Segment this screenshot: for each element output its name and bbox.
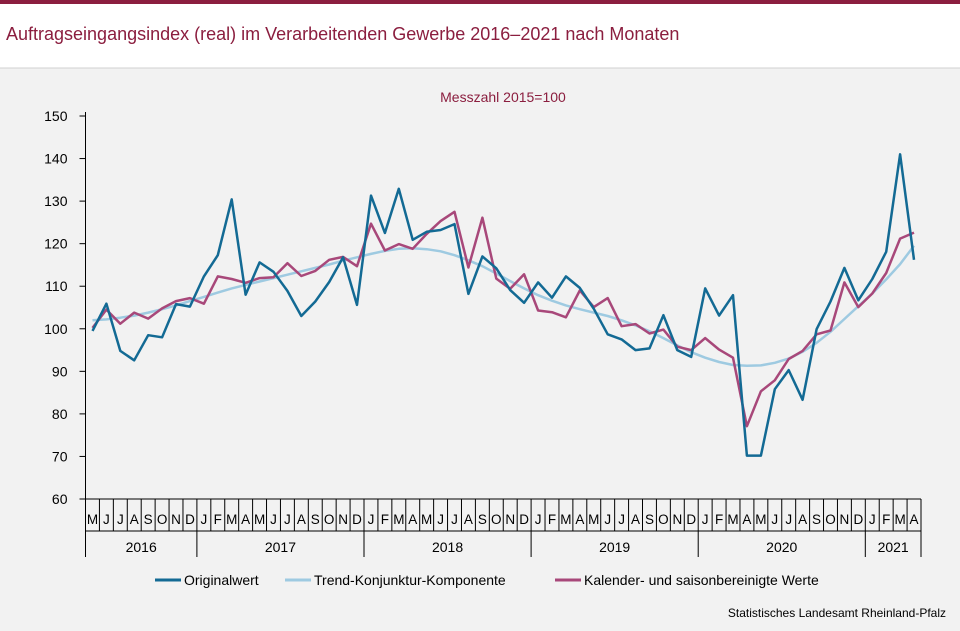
y-tick-label: 130	[44, 193, 68, 209]
legend-original: Originalwert	[155, 572, 259, 588]
x-tick-label: A	[910, 512, 919, 527]
x-tick-label: S	[144, 512, 153, 527]
x-tick-label: M	[254, 512, 265, 527]
series-trend-line	[92, 245, 915, 368]
x-tick-label: F	[882, 512, 890, 527]
x-tick-label: M	[727, 512, 738, 527]
x-tick-label: J	[368, 512, 375, 527]
x-tick-label: J	[451, 512, 458, 527]
x-tick-label: M	[755, 512, 766, 527]
x-tick-label: A	[241, 512, 250, 527]
series-adjusted-line	[91, 210, 915, 428]
x-tick-label: F	[715, 512, 723, 527]
x-year-label: 2016	[126, 539, 157, 555]
x-tick-label: S	[645, 512, 654, 527]
x-tick-label: M	[87, 512, 98, 527]
x-tick-label: A	[297, 512, 306, 527]
x-tick-label: D	[352, 512, 362, 527]
x-tick-label: J	[103, 512, 110, 527]
x-tick-label: A	[742, 512, 751, 527]
series-original-line	[91, 153, 916, 457]
x-year-label: 2021	[878, 539, 909, 555]
top-accent-bar	[0, 0, 960, 4]
header	[0, 4, 960, 68]
legend-label: Originalwert	[184, 572, 259, 588]
x-tick-label: A	[464, 512, 473, 527]
y-tick-label: 60	[52, 491, 68, 507]
x-year-label: 2017	[265, 539, 296, 555]
x-tick-label: N	[840, 512, 850, 527]
legend-adjusted: Kalender- und saisonbereinigte Werte	[555, 572, 819, 588]
x-tick-label: J	[270, 512, 277, 527]
x-tick-label: J	[284, 512, 291, 527]
x-tick-label: F	[214, 512, 222, 527]
x-tick-label: M	[560, 512, 571, 527]
x-tick-label: N	[338, 512, 348, 527]
y-tick-label: 90	[52, 363, 68, 379]
x-year-label: 2020	[766, 539, 797, 555]
y-tick-label: 120	[44, 236, 68, 252]
x-tick-label: O	[491, 512, 502, 527]
x-tick-label: A	[575, 512, 584, 527]
page-title: Auftragseingangsindex (real) im Verarbei…	[6, 24, 680, 44]
x-tick-label: S	[812, 512, 821, 527]
x-tick-label: O	[658, 512, 669, 527]
x-tick-label: S	[478, 512, 487, 527]
x-tick-label: J	[618, 512, 625, 527]
x-tick-label: J	[117, 512, 124, 527]
x-tick-label: N	[171, 512, 181, 527]
x-tick-label: J	[604, 512, 611, 527]
x-tick-label: J	[785, 512, 792, 527]
x-tick-label: J	[200, 512, 207, 527]
x-tick-label: O	[157, 512, 168, 527]
x-year-label: 2019	[599, 539, 630, 555]
x-tick-label: M	[894, 512, 905, 527]
x-tick-label: A	[798, 512, 807, 527]
y-tick-label: 140	[44, 151, 68, 167]
y-tick-label: 100	[44, 321, 68, 337]
legend-label: Trend-Konjunktur-Komponente	[314, 572, 506, 588]
x-tick-label: A	[631, 512, 640, 527]
y-tick-label: 70	[52, 448, 68, 464]
x-tick-label: D	[853, 512, 863, 527]
y-tick-label: 80	[52, 406, 68, 422]
x-tick-label: D	[185, 512, 195, 527]
y-tick-label: 110	[45, 278, 68, 294]
x-tick-label: J	[771, 512, 778, 527]
x-tick-label: J	[437, 512, 444, 527]
x-tick-label: F	[548, 512, 556, 527]
x-tick-label: M	[226, 512, 237, 527]
source-note: Statistisches Landesamt Rheinland-Pfalz	[727, 606, 946, 620]
x-tick-label: A	[130, 512, 139, 527]
x-year-label: 2018	[432, 539, 463, 555]
x-tick-label: F	[381, 512, 389, 527]
chart-subtitle: Messzahl 2015=100	[440, 89, 566, 105]
chart-panel	[0, 68, 960, 631]
x-tick-label: J	[869, 512, 876, 527]
x-tick-label: M	[421, 512, 432, 527]
x-tick-label: M	[393, 512, 404, 527]
legend-label: Kalender- und saisonbereinigte Werte	[584, 572, 819, 588]
x-tick-label: S	[311, 512, 320, 527]
x-tick-label: O	[324, 512, 335, 527]
x-tick-label: D	[686, 512, 696, 527]
x-tick-label: J	[535, 512, 542, 527]
legend-trend: Trend-Konjunktur-Komponente	[285, 572, 506, 588]
y-tick-label: 150	[44, 108, 68, 124]
x-tick-label: J	[702, 512, 709, 527]
x-tick-label: N	[505, 512, 515, 527]
x-tick-label: O	[825, 512, 836, 527]
x-tick-label: N	[672, 512, 682, 527]
x-tick-label: A	[408, 512, 417, 527]
x-tick-label: D	[519, 512, 529, 527]
x-tick-label: M	[588, 512, 599, 527]
